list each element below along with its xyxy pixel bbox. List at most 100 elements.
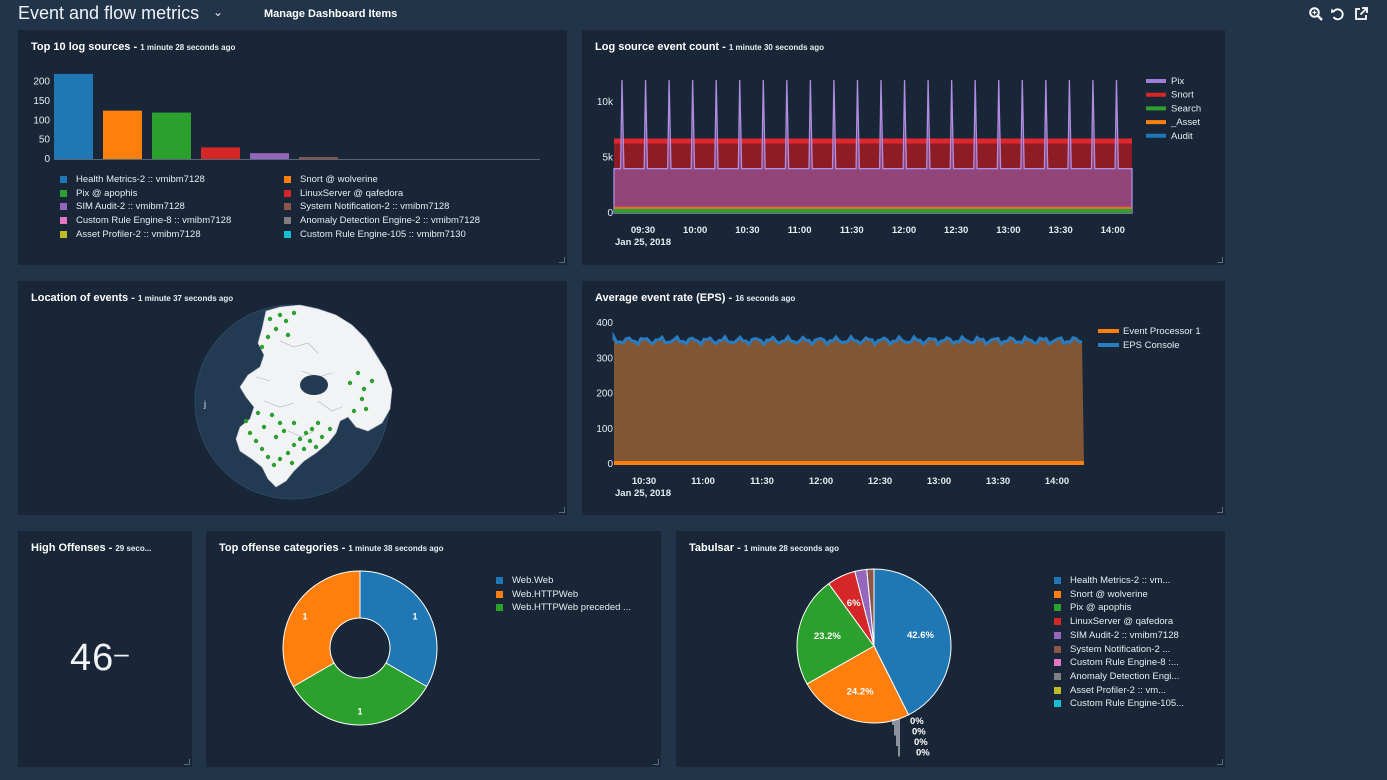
panel-timestamp: 16 seconds ago — [735, 294, 796, 303]
pie-value-label: 24.2% — [847, 687, 874, 698]
legend-item[interactable]: Custom Rule Engine-8 :: vmibm7128 — [60, 215, 231, 226]
legend-item[interactable]: System Notification-2 :: vmibm7128 — [284, 201, 449, 212]
resize-handle[interactable] — [184, 759, 190, 765]
legend-item[interactable]: Pix @ apophis — [1054, 602, 1131, 613]
manage-dashboard-items-link[interactable]: Manage Dashboard Items — [264, 8, 398, 20]
x-tick-label: 12:00 — [892, 225, 916, 236]
event-marker — [273, 434, 279, 440]
legend-item[interactable]: Web.Web — [496, 575, 553, 586]
event-marker — [243, 418, 249, 424]
resize-handle[interactable] — [559, 257, 565, 263]
legend-swatch — [496, 604, 503, 611]
dashboard-title[interactable]: Event and flow metrics — [18, 3, 200, 23]
resize-handle[interactable] — [1217, 257, 1223, 263]
legend-label: Custom Rule Engine-105 :: vmibm7130 — [300, 228, 466, 240]
legend-swatch — [284, 217, 291, 225]
legend-item[interactable]: Anomaly Detection Engine-2 :: vmibm7128 — [284, 215, 480, 226]
legend-item[interactable]: LinuxServer @ qafedora — [1054, 616, 1173, 627]
legend-label: Pix @ apophis — [1070, 602, 1132, 614]
average-event-rate-panel: Average event rate (EPS) - 16 seconds ag… — [582, 281, 1225, 515]
resize-handle[interactable] — [1217, 759, 1223, 765]
top-offense-categories-panel: Top offense categories - 1 minute 38 sec… — [206, 531, 661, 767]
legend-label: Event Processor 1 — [1123, 326, 1201, 337]
legend-label: Snort — [1171, 90, 1194, 101]
legend-item[interactable]: Asset Profiler-2 :: vm... — [1054, 685, 1166, 696]
x-tick-label: 11:30 — [840, 225, 864, 236]
legend-item[interactable]: Web.HTTPWeb — [496, 589, 578, 600]
legend-item[interactable]: SIM Audit-2 :: vmibm7128 — [1054, 630, 1179, 641]
x-tick-label: 14:00 — [1101, 225, 1125, 236]
x-tick-label: 13:00 — [927, 476, 951, 487]
x-tick-label: 09:30 — [631, 225, 655, 236]
resize-handle[interactable] — [559, 507, 565, 513]
pie-slice — [796, 583, 875, 685]
x-tick-label: 12:00 — [809, 476, 833, 487]
panel-title: Log source event count - 1 minute 30 sec… — [595, 41, 824, 53]
pie-slice — [806, 645, 910, 724]
pie-value-label: 0% — [912, 727, 926, 738]
panel-title: Tabulsar - 1 minute 28 seconds ago — [689, 542, 839, 554]
top-bar: Event and flow metrics ⌄ Manage Dashboar… — [0, 0, 1387, 28]
pie-value-label: 6% — [847, 598, 861, 609]
offense-categories-donut: 1 1 1 — [282, 570, 438, 726]
legend-swatch — [1054, 700, 1061, 708]
legend-label: Asset Profiler-2 :: vm... — [1070, 684, 1167, 696]
panel-timestamp: 1 minute 30 seconds ago — [728, 43, 824, 52]
legend-item[interactable]: Asset Profiler-2 :: vmibm7128 — [60, 229, 201, 240]
panel-timestamp: 29 seco... — [115, 544, 152, 553]
legend-item[interactable]: Pix @ apophis — [60, 188, 137, 199]
legend-swatch — [284, 230, 291, 238]
legend-item[interactable]: Snort @ wolverine — [1054, 589, 1148, 600]
donut-slice — [359, 570, 438, 688]
legend-label: Pix — [1171, 76, 1184, 87]
x-tick-label: 12:30 — [944, 225, 968, 236]
event-marker — [265, 454, 271, 460]
legend-item[interactable]: Anomaly Detection Engi... — [1054, 671, 1179, 682]
event-marker — [269, 412, 275, 418]
legend-label: Asset Profiler-2 :: vmibm7128 — [76, 228, 201, 240]
legend-label: Web.HTTPWeb preceded ... — [512, 602, 631, 613]
legend-item[interactable]: Web.HTTPWeb preceded ... — [496, 602, 631, 613]
top-log-sources-panel: Top 10 log sources - 1 minute 28 seconds… — [18, 30, 567, 265]
event-marker — [259, 446, 265, 452]
legend-label: System Notification-2 ... — [1070, 643, 1171, 655]
panel-title: Top offense categories - 1 minute 38 sec… — [219, 542, 444, 554]
event-marker — [319, 434, 325, 440]
bar — [54, 73, 93, 159]
resize-handle[interactable] — [653, 759, 659, 765]
legend-item[interactable]: LinuxServer @ qafedora — [284, 188, 403, 199]
legend-swatch — [1054, 590, 1061, 598]
legend-item[interactable]: Custom Rule Engine-8 :... — [1054, 657, 1179, 668]
y-tick-label: 400 — [596, 318, 613, 329]
trend-indicator: – — [114, 638, 130, 668]
legend-label: Health Metrics-2 :: vm... — [1070, 575, 1171, 586]
panel-timestamp: 1 minute 38 seconds ago — [348, 544, 444, 553]
donut-value-label: 1 — [412, 611, 417, 621]
pie-value-label: 23.2% — [814, 631, 841, 642]
legend-item[interactable]: Health Metrics-2 :: vmibm7128 — [60, 174, 205, 185]
legend-item[interactable]: SIM Audit-2 :: vmibm7128 — [60, 201, 185, 212]
panel-timestamp: 1 minute 37 seconds ago — [137, 294, 234, 303]
event-marker — [301, 446, 307, 452]
legend-item[interactable]: Snort @ wolverine — [284, 174, 378, 185]
y-tick-label: 0 — [607, 459, 613, 470]
legend-swatch — [1054, 686, 1061, 694]
log-source-event-count-panel: Log source event count - 1 minute 30 sec… — [582, 30, 1225, 265]
resize-handle[interactable] — [1217, 507, 1223, 513]
event-marker — [247, 430, 253, 436]
refresh-icon[interactable] — [1330, 6, 1346, 22]
globe-map[interactable]: j — [18, 281, 567, 515]
legend-item[interactable]: Custom Rule Engine-105... — [1054, 698, 1184, 709]
legend-swatch — [496, 577, 503, 584]
legend-item[interactable]: Custom Rule Engine-105 :: vmibm7130 — [284, 229, 466, 240]
popout-icon[interactable] — [1353, 6, 1369, 22]
dashboard-dropdown-chevron-icon[interactable]: ⌄ — [213, 5, 224, 19]
high-offenses-value: 46 — [70, 637, 115, 679]
y-tick-label: 150 — [33, 96, 50, 107]
zoom-icon[interactable] — [1308, 6, 1324, 22]
legend-item[interactable]: System Notification-2 ... — [1054, 644, 1170, 655]
event-marker — [369, 378, 375, 384]
y-tick-label: 0 — [607, 208, 613, 219]
legend-item[interactable]: Health Metrics-2 :: vm... — [1054, 575, 1170, 586]
series-eps-console-line — [612, 331, 1083, 348]
